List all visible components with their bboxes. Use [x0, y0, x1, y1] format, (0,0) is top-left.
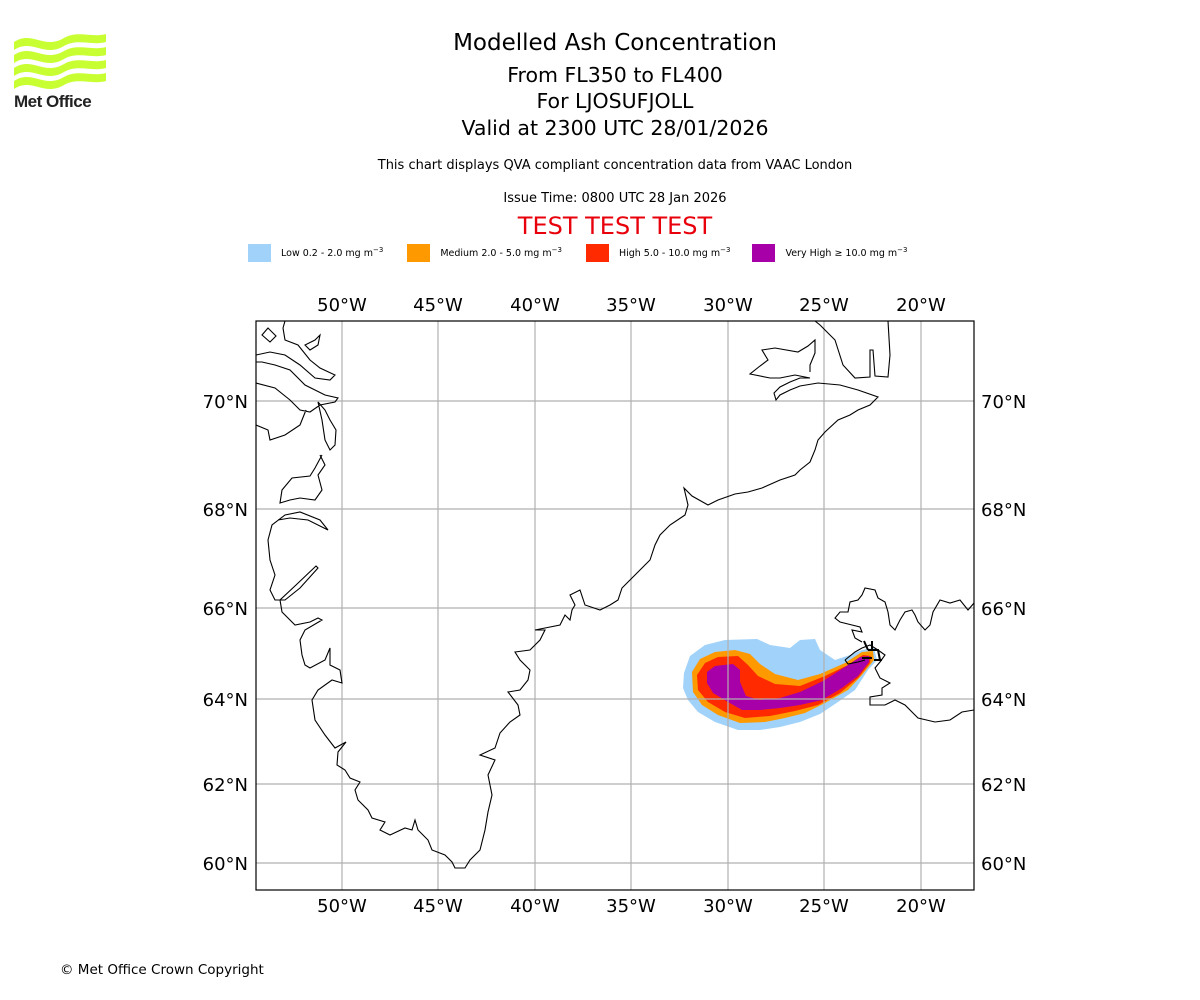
- lon-tick-top: 35°W: [606, 295, 656, 316]
- unit-exponent: −3: [373, 246, 384, 255]
- issue-time: Issue Time: 0800 UTC 28 Jan 2026: [503, 191, 727, 206]
- lon-tick-top: 25°W: [799, 295, 849, 316]
- legend-label-high: High 5.0 - 10.0 mg m: [618, 248, 721, 260]
- lon-tick-top: 45°W: [413, 295, 463, 316]
- ash-plume: [683, 639, 877, 730]
- logo-wave: [14, 60, 106, 76]
- logo-wave: [14, 34, 106, 50]
- lon-tick-bottom: 50°W: [317, 896, 367, 917]
- coastlines: [256, 321, 974, 869]
- legend-item-high: High 5.0 - 10.0 mg m−3: [585, 244, 731, 262]
- chart-title: Modelled Ash Concentration: [453, 30, 777, 56]
- unit-exponent: −3: [897, 246, 908, 255]
- logo-wave: [14, 47, 106, 63]
- valid-time: Valid at 2300 UTC 28/01/2026: [461, 116, 769, 140]
- coastline-greenland-west: [256, 321, 891, 869]
- lat-tick-left: 66°N: [203, 599, 248, 620]
- lat-tick-right: 62°N: [981, 775, 1026, 796]
- volcano-name: For LJOSUFJOLL: [536, 89, 694, 113]
- legend-swatch-low: [248, 244, 271, 262]
- chart-description: This chart displays QVA compliant concen…: [377, 158, 853, 173]
- met-office-logo-text: Met Office: [14, 92, 92, 111]
- tick-labels: 50°W 50°W 45°W 45°W 40°W 40°W 35°W 35°W 30°W 30°W…: [203, 295, 1027, 917]
- lat-tick-right: 60°N: [981, 854, 1026, 875]
- lon-tick-top: 40°W: [510, 295, 560, 316]
- lon-tick-bottom: 20°W: [896, 896, 946, 917]
- lat-tick-left: 62°N: [203, 775, 248, 796]
- legend-item-low: Low 0.2 - 2.0 mg m−3: [248, 244, 383, 262]
- lat-tick-left: 68°N: [203, 500, 248, 521]
- legend-label-medium: Medium 2.0 - 5.0 mg m: [440, 248, 552, 260]
- legend-label-very-high: Very High ≥ 10.0 mg m: [785, 248, 898, 260]
- lat-tick-left: 64°N: [203, 690, 248, 711]
- gridlines: [256, 321, 974, 890]
- wave-logo-icon: [14, 34, 106, 89]
- lon-tick-bottom: 40°W: [510, 896, 560, 917]
- lat-tick-right: 70°N: [981, 392, 1026, 413]
- lon-tick-bottom: 25°W: [799, 896, 849, 917]
- lon-tick-bottom: 35°W: [606, 896, 656, 917]
- flight-levels: From FL350 to FL400: [507, 63, 723, 87]
- coastline-iceland: [834, 587, 974, 723]
- lat-tick-left: 60°N: [203, 854, 248, 875]
- legend-item-medium: Medium 2.0 - 5.0 mg m−3: [407, 244, 562, 262]
- met-office-logo: [14, 30, 106, 114]
- unit-exponent: −3: [551, 246, 562, 255]
- lat-tick-left: 70°N: [203, 392, 248, 413]
- lon-tick-top: 30°W: [703, 295, 753, 316]
- lat-tick-right: 66°N: [981, 599, 1026, 620]
- lon-tick-top: 50°W: [317, 295, 367, 316]
- map-frame: [255, 320, 975, 891]
- legend-label-low: Low 0.2 - 2.0 mg m: [281, 248, 373, 260]
- volcano-symbol: [862, 640, 882, 661]
- lat-tick-right: 64°N: [981, 690, 1026, 711]
- lon-tick-top: 20°W: [896, 295, 946, 316]
- logo-wave: [14, 73, 106, 89]
- legend-item-very-high: Very High ≥ 10.0 mg m−3: [752, 244, 907, 262]
- legend-swatch-medium: [407, 244, 431, 262]
- lon-tick-bottom: 45°W: [413, 896, 463, 917]
- lon-tick-bottom: 30°W: [703, 896, 753, 917]
- lat-tick-right: 68°N: [981, 500, 1026, 521]
- legend: Low 0.2 - 2.0 mg m−3 Medium 2.0 - 5.0 mg…: [248, 243, 907, 263]
- test-banner: TEST TEST TEST: [517, 212, 713, 240]
- unit-exponent: −3: [720, 246, 731, 255]
- plume-very-high: [707, 656, 869, 710]
- copyright: © Met Office Crown Copyright: [60, 962, 264, 978]
- legend-swatch-very-high: [752, 244, 776, 262]
- legend-swatch-high: [585, 244, 609, 262]
